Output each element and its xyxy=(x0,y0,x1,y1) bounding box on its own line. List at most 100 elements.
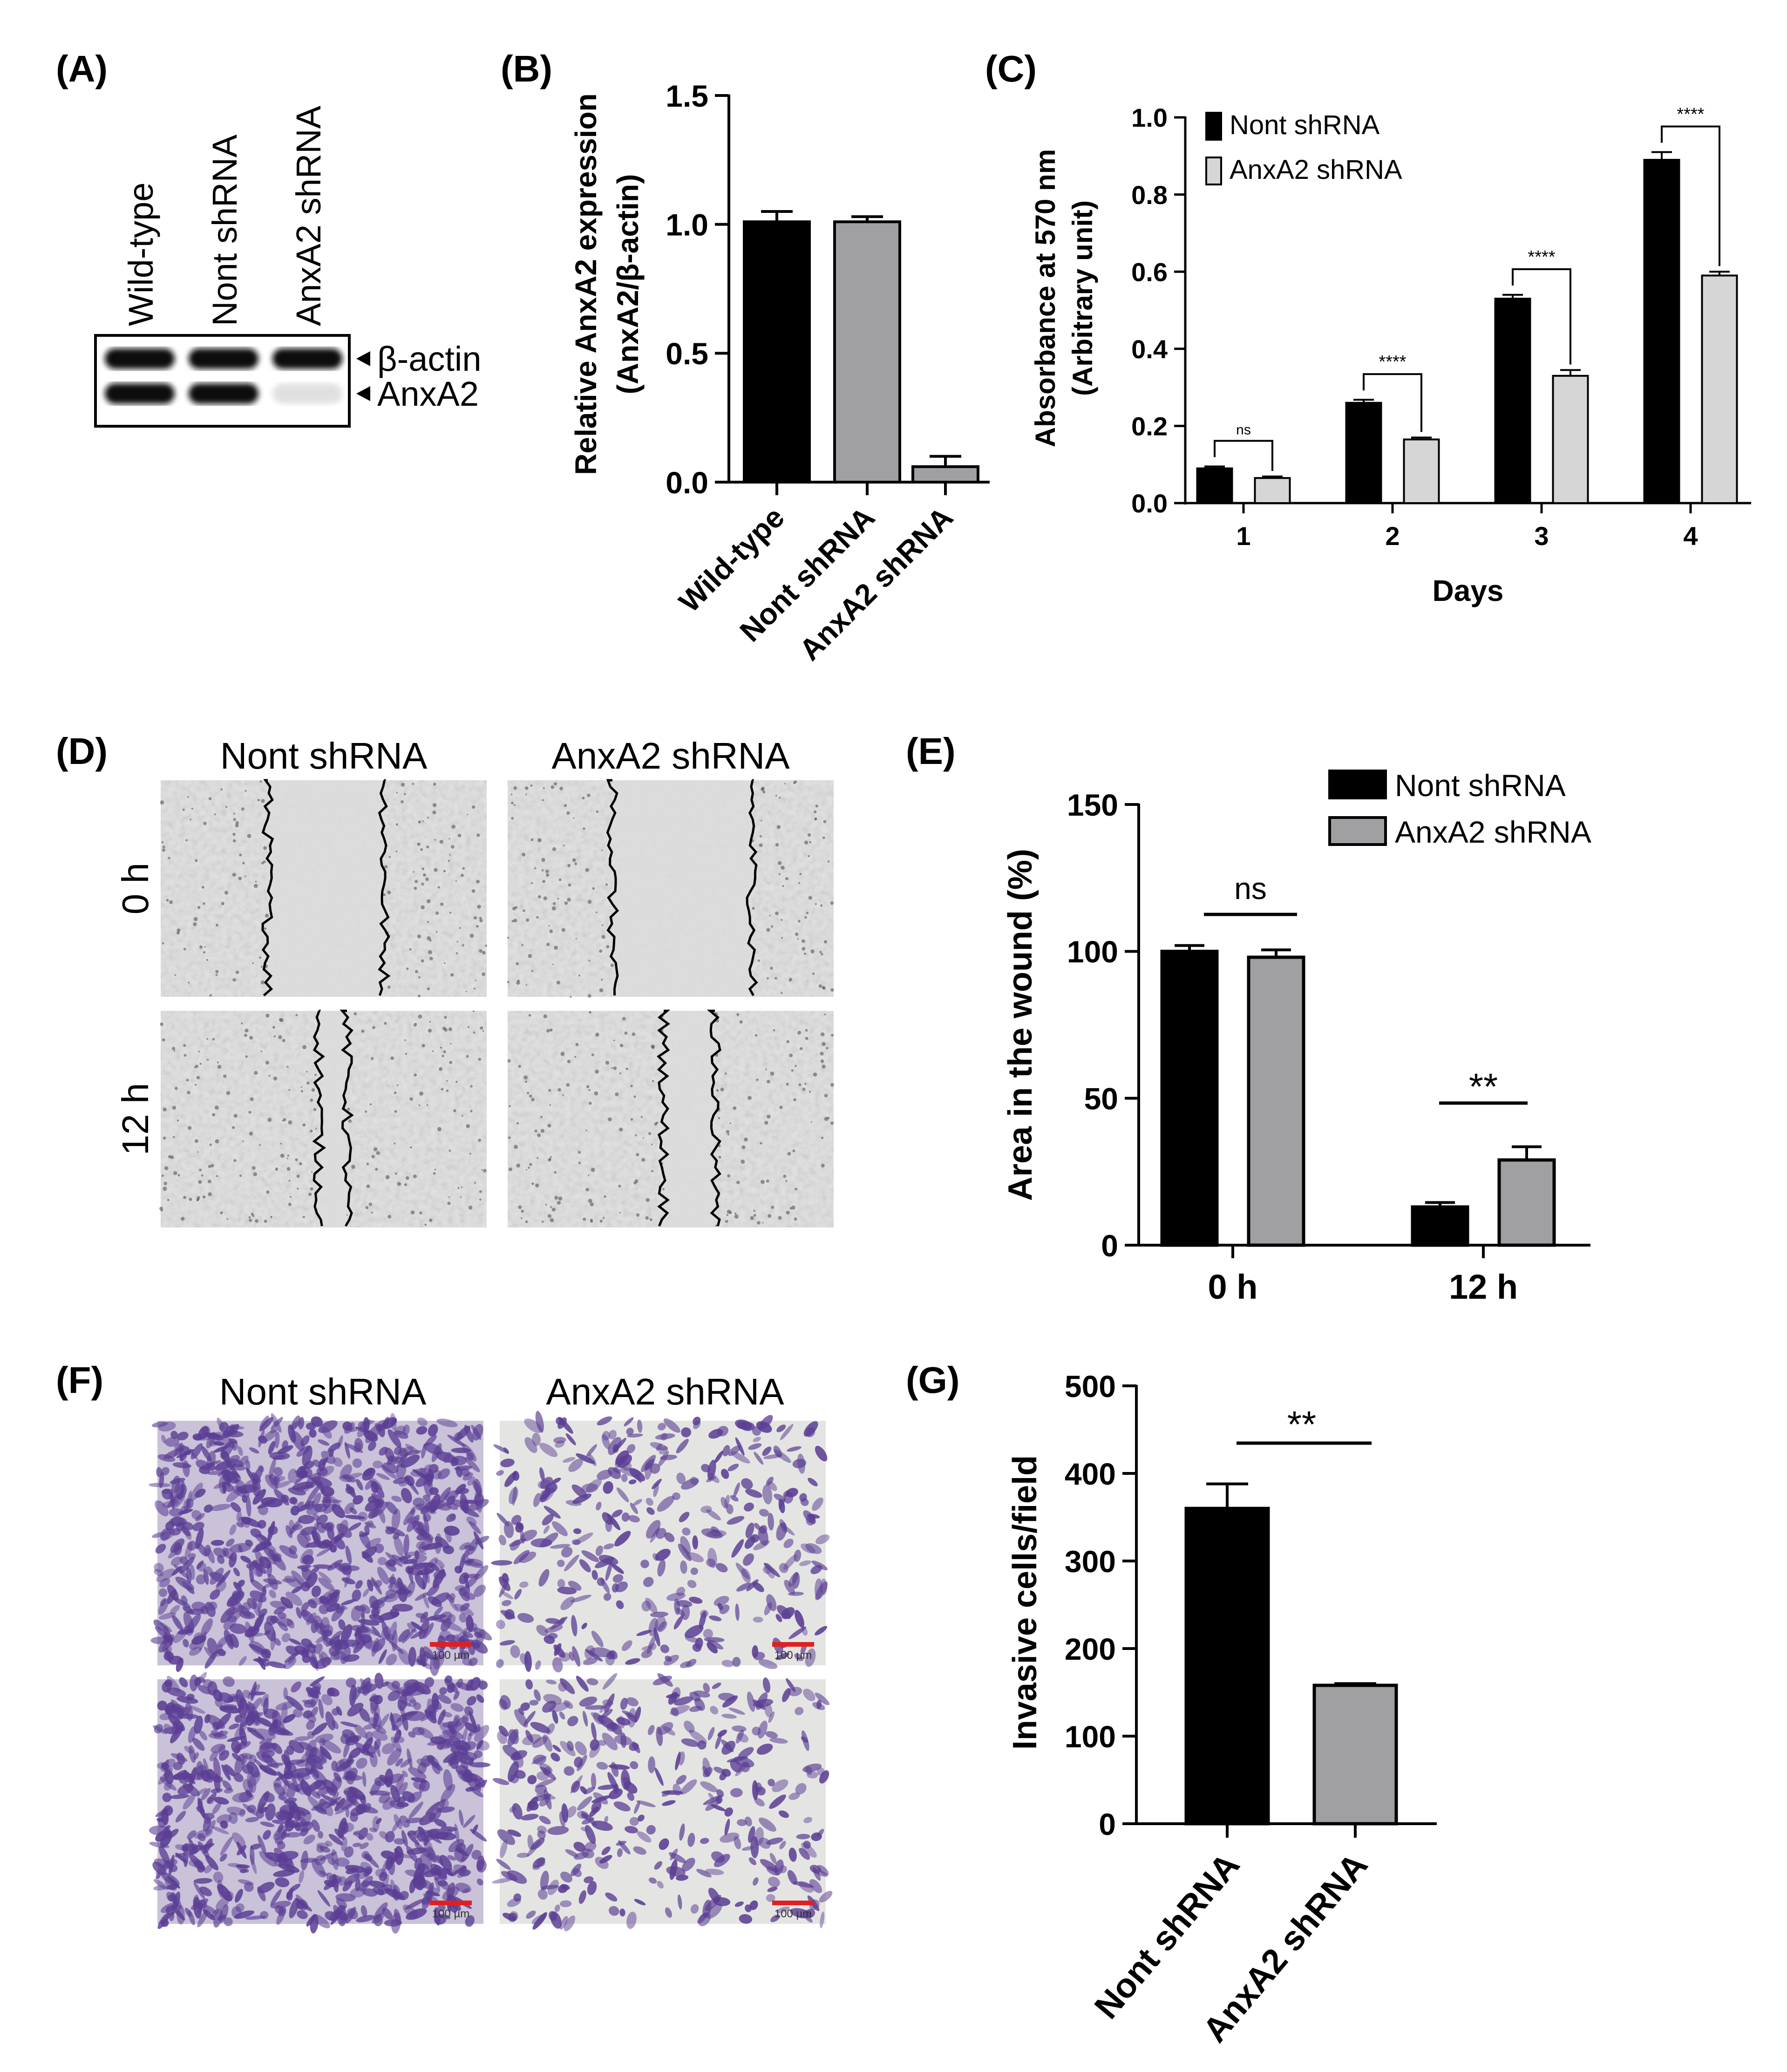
stained-cell xyxy=(663,1418,680,1433)
stained-cell xyxy=(311,1765,319,1779)
stained-cell xyxy=(385,1831,395,1843)
y-axis-label: Relative AnxA2 expression xyxy=(569,93,603,475)
stained-cell xyxy=(413,1781,422,1790)
stained-cell xyxy=(449,1593,455,1601)
stained-cell xyxy=(270,1428,278,1433)
stained-cell xyxy=(179,1557,195,1574)
stained-cell xyxy=(365,1731,373,1741)
blot-lane-label: Wild-type xyxy=(122,183,160,326)
stained-cell xyxy=(160,1528,171,1541)
stained-cell xyxy=(326,1635,340,1647)
wound-edge-line xyxy=(657,1009,671,1227)
stained-cell xyxy=(369,1827,377,1833)
cell-speck xyxy=(651,1170,653,1172)
stained-cell xyxy=(311,1416,323,1427)
stained-cell xyxy=(309,1656,319,1669)
stained-cell xyxy=(211,1908,219,1918)
x-tick-label: 2 xyxy=(1385,521,1400,551)
cell-speck xyxy=(602,1217,605,1219)
cell-speck xyxy=(195,859,198,862)
stained-cell xyxy=(696,1869,712,1878)
stained-cell xyxy=(603,1481,613,1494)
cell-speck xyxy=(449,854,451,856)
cell-speck xyxy=(162,942,164,945)
stained-cell xyxy=(715,1563,728,1573)
stained-cell xyxy=(161,1528,176,1540)
stained-cell xyxy=(584,1645,595,1660)
cell-speck xyxy=(523,1075,528,1080)
stained-cell xyxy=(602,1431,611,1441)
stained-cell xyxy=(166,1891,174,1901)
significance-label: **** xyxy=(1379,352,1406,372)
cell-speck xyxy=(190,818,192,821)
cell-speck xyxy=(428,950,432,954)
stained-cell xyxy=(469,1622,478,1632)
stained-cell xyxy=(461,1844,474,1862)
stained-cell xyxy=(335,1857,350,1867)
stained-cell xyxy=(679,1512,690,1522)
cell-speck xyxy=(510,793,513,796)
cell-speck xyxy=(470,1110,473,1112)
cell-speck xyxy=(206,1038,209,1040)
wound-edge-line xyxy=(312,1009,326,1227)
invasion-column-label: Nont shRNA xyxy=(219,1371,427,1412)
cell-speck xyxy=(766,928,770,932)
stained-cell xyxy=(449,1600,459,1612)
stained-cell xyxy=(285,1832,302,1838)
cell-speck xyxy=(390,1056,394,1060)
stained-cell xyxy=(808,1478,818,1486)
stained-cell xyxy=(371,1481,379,1493)
stained-cell xyxy=(605,1892,618,1902)
stained-cell xyxy=(394,1838,406,1845)
cell-speck xyxy=(564,804,567,807)
cell-speck xyxy=(830,1083,834,1087)
stained-cell xyxy=(220,1606,236,1623)
cell-speck xyxy=(775,977,777,980)
stained-cell xyxy=(799,1847,810,1860)
stained-cell xyxy=(581,1483,598,1493)
stained-cell xyxy=(648,1756,656,1773)
wound-image-anxa2-0h xyxy=(507,779,834,998)
stained-cell xyxy=(728,1445,741,1456)
stained-cell xyxy=(179,1453,187,1461)
stained-cell xyxy=(331,1606,345,1622)
cell-speck xyxy=(394,1110,397,1113)
stained-cell xyxy=(402,1770,408,1778)
stained-cell xyxy=(788,1870,797,1885)
stained-cell xyxy=(153,1619,165,1631)
stained-cell xyxy=(271,1413,282,1433)
stained-cell xyxy=(213,1908,223,1928)
cell-speck xyxy=(181,1217,185,1221)
cell-speck xyxy=(547,1214,551,1218)
stained-cell xyxy=(197,1910,208,1928)
cell-speck xyxy=(387,890,391,894)
stained-cell xyxy=(322,1629,333,1637)
stained-cell xyxy=(620,1697,628,1710)
cell-speck xyxy=(780,992,783,994)
cell-speck xyxy=(423,873,426,877)
stained-cell xyxy=(562,1457,576,1463)
y-tick-label: 100 xyxy=(1067,934,1118,969)
stained-cell xyxy=(254,1759,268,1772)
stained-cell xyxy=(539,1763,553,1773)
stained-cell xyxy=(438,1903,446,1912)
stained-cell xyxy=(158,1811,168,1828)
stained-cell xyxy=(308,1780,324,1791)
stained-cell xyxy=(326,1787,336,1796)
stained-cell xyxy=(507,1729,519,1746)
cell-speck xyxy=(414,886,417,890)
stained-cell xyxy=(318,1459,326,1472)
stained-cell xyxy=(190,1443,203,1459)
stained-cell xyxy=(542,1514,554,1526)
cell-speck xyxy=(508,1136,511,1139)
stained-cell xyxy=(311,1585,321,1597)
stained-cell xyxy=(257,1881,275,1894)
stained-cell xyxy=(626,1697,639,1707)
cell-speck xyxy=(568,883,571,887)
cell-speck xyxy=(162,845,165,849)
stained-cell xyxy=(201,1425,211,1435)
cell-speck xyxy=(542,799,544,801)
stained-cell xyxy=(340,1464,352,1479)
stained-cell xyxy=(476,1694,484,1703)
